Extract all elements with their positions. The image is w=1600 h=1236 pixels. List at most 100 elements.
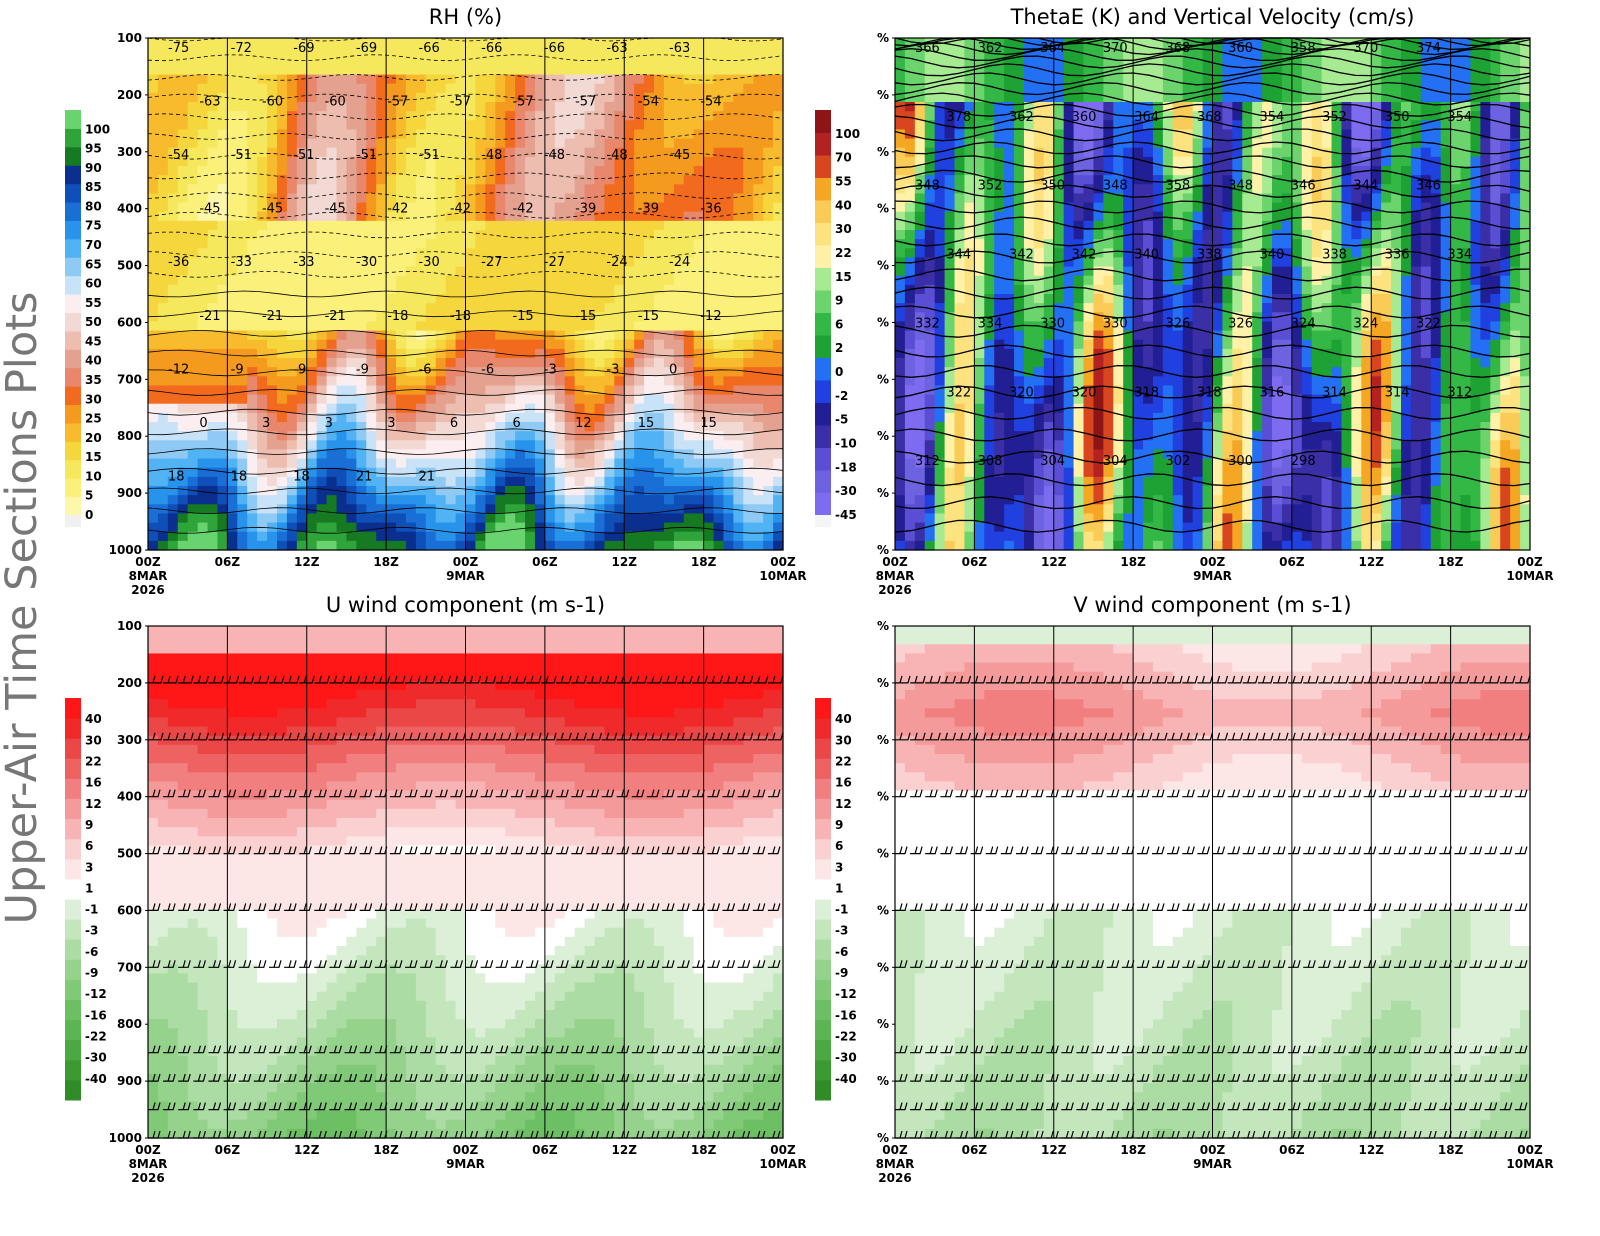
raster-cell — [405, 266, 417, 277]
raster-cell — [227, 348, 238, 359]
raster-cell — [346, 83, 357, 94]
raster-cell — [994, 166, 1005, 176]
raster-cell — [435, 376, 447, 387]
raster-cell — [753, 102, 764, 112]
raster-cell — [644, 220, 655, 231]
raster-cell — [594, 513, 605, 524]
raster-cell — [525, 385, 536, 396]
raster-cell — [654, 239, 665, 249]
raster-cell — [525, 220, 536, 231]
contour-label: 18 — [168, 469, 185, 484]
raster-cell — [148, 531, 159, 542]
raster-cell — [1073, 495, 1085, 505]
raster-cell — [673, 394, 685, 405]
contour-label: -12 — [700, 309, 721, 324]
raster-cell — [336, 284, 348, 295]
raster-cell — [286, 358, 298, 368]
raster-cell — [544, 385, 556, 396]
raster-cell — [733, 65, 744, 76]
raster-cell — [366, 220, 377, 231]
raster-cell — [1043, 467, 1055, 478]
raster-cell — [167, 312, 179, 323]
raster-cell — [396, 394, 407, 405]
raster-cell — [435, 239, 447, 249]
raster-cell — [276, 129, 288, 140]
raster-cell — [624, 193, 635, 204]
raster-cell — [644, 467, 655, 478]
raster-cell — [634, 531, 645, 542]
raster-cell — [994, 403, 1005, 414]
raster-cell — [415, 339, 427, 350]
colorbar-label: 90 — [85, 161, 102, 175]
raster-cell — [604, 495, 615, 505]
raster-cell — [326, 312, 338, 323]
raster-cell — [148, 321, 159, 332]
raster-cell — [425, 440, 437, 451]
raster-cell — [316, 156, 328, 167]
raster-cell — [396, 486, 407, 496]
contour-label: -15 — [512, 309, 533, 324]
raster-cell — [924, 111, 936, 121]
raster-cell — [177, 65, 189, 76]
raster-cell — [296, 239, 308, 249]
raster-cell — [654, 83, 665, 94]
raster-cell — [227, 211, 238, 222]
raster-cell — [663, 166, 675, 176]
raster-cell — [187, 367, 199, 377]
raster-cell — [673, 111, 685, 121]
raster-cell — [177, 486, 189, 496]
raster-cell — [366, 111, 377, 121]
raster-cell — [1063, 504, 1075, 515]
raster-cell — [954, 513, 966, 524]
raster-cell — [435, 147, 447, 158]
raster-cell — [495, 239, 506, 249]
raster-cell — [177, 440, 189, 451]
raster-cell — [465, 83, 477, 94]
raster-cell — [1053, 275, 1065, 286]
raster-cell — [673, 449, 685, 460]
raster-cell — [634, 330, 645, 341]
raster-cell — [515, 385, 526, 396]
raster-cell — [1014, 348, 1025, 359]
raster-cell — [227, 202, 238, 213]
raster-cell — [924, 102, 936, 112]
raster-cell — [773, 412, 784, 423]
raster-cell — [306, 111, 318, 121]
raster-cell — [773, 403, 784, 414]
raster-cell — [634, 495, 645, 505]
raster-cell — [495, 38, 506, 48]
raster-cell — [534, 120, 546, 131]
raster-cell — [614, 321, 625, 332]
raster-cell — [723, 486, 734, 496]
raster-cell — [683, 422, 695, 432]
raster-cell — [1073, 193, 1085, 204]
raster-cell — [564, 65, 576, 76]
raster-cell — [465, 275, 477, 286]
raster-cell — [227, 156, 238, 167]
raster-cell — [634, 74, 645, 85]
raster-cell — [604, 175, 615, 185]
raster-cell — [425, 540, 437, 551]
raster-cell — [564, 458, 576, 469]
raster-cell — [167, 467, 179, 478]
raster-cell — [306, 522, 318, 533]
raster-cell — [534, 184, 546, 195]
raster-cell — [157, 367, 169, 377]
raster-cell — [974, 504, 985, 515]
raster-cell — [346, 257, 357, 268]
raster-cell — [336, 111, 348, 121]
raster-cell — [157, 422, 169, 432]
raster-cell — [634, 504, 645, 515]
raster-cell — [534, 348, 546, 359]
raster-cell — [217, 422, 228, 432]
raster-cell — [505, 358, 516, 368]
raster-cell — [525, 422, 536, 432]
raster-cell — [544, 312, 556, 323]
raster-cell — [257, 129, 268, 140]
raster-cell — [435, 440, 447, 451]
raster-cell — [495, 294, 506, 304]
raster-cell — [634, 47, 645, 57]
raster-cell — [455, 184, 467, 195]
raster-cell — [594, 440, 605, 451]
raster-cell — [386, 266, 397, 277]
